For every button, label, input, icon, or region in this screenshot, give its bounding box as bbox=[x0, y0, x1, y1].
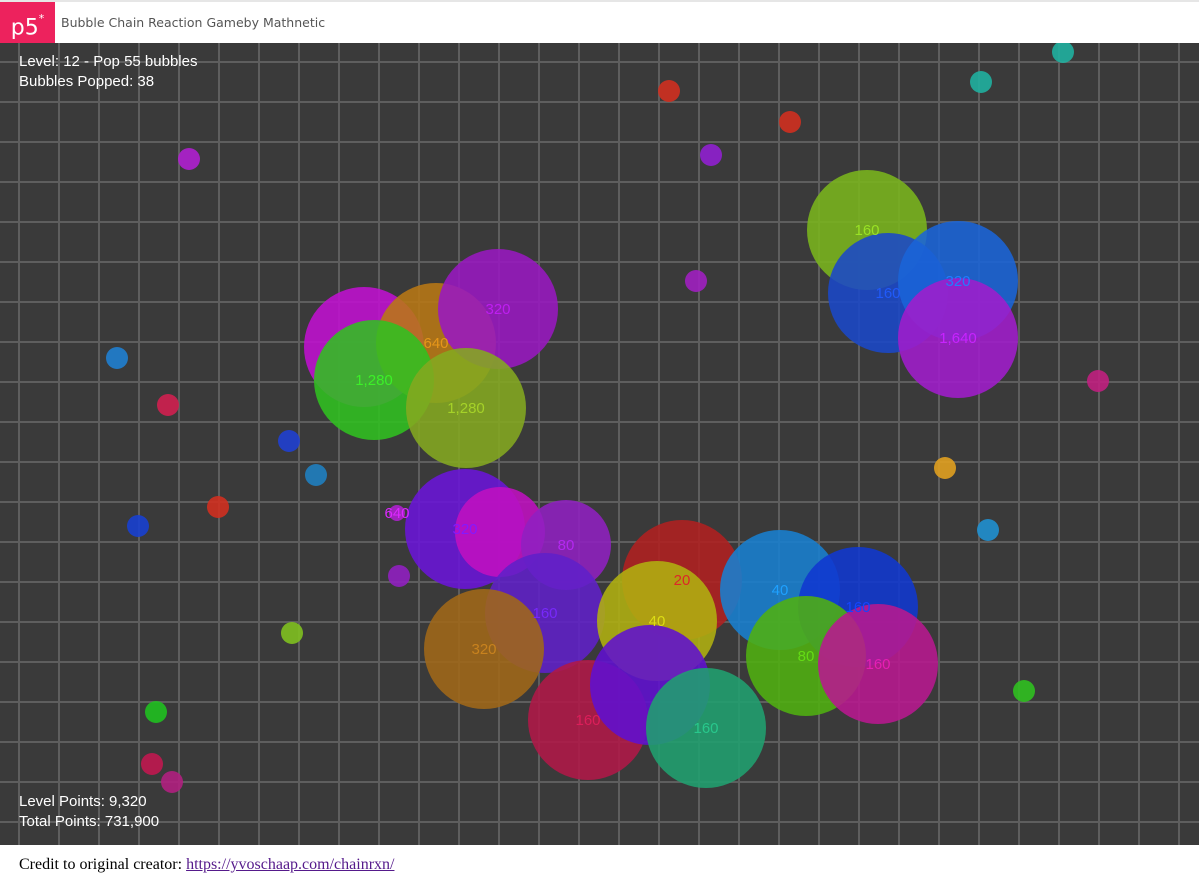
floating-bubble bbox=[779, 111, 801, 133]
floating-bubble bbox=[700, 144, 722, 166]
floating-bubble bbox=[305, 464, 327, 486]
bubble-score-label: 40 bbox=[649, 613, 666, 630]
floating-bubble bbox=[161, 771, 183, 793]
expanded-bubble bbox=[389, 505, 405, 521]
bubble-score-label: 160 bbox=[845, 599, 870, 616]
logo-mark: * bbox=[38, 12, 45, 25]
bubble-score-label: 160 bbox=[693, 720, 718, 737]
bubble-score-label: 80 bbox=[558, 537, 575, 554]
original-creator-link[interactable]: https://yvoschaap.com/chainrxn/ bbox=[186, 856, 395, 873]
level-text: Level: 12 - Pop 55 bubbles bbox=[19, 53, 198, 70]
floating-bubble bbox=[1052, 43, 1074, 63]
floating-bubble bbox=[281, 622, 303, 644]
bubble-score-label: 1,280 bbox=[447, 400, 485, 417]
bubble-score-label: 160 bbox=[575, 712, 600, 729]
header: p5* Bubble Chain Reaction Gameby Mathnet… bbox=[0, 0, 1199, 45]
bubble-score-label: 320 bbox=[485, 301, 510, 318]
expanded-bubble bbox=[438, 249, 558, 369]
bubbles-popped-text: Bubbles Popped: 38 bbox=[19, 73, 155, 90]
floating-bubble bbox=[145, 701, 167, 723]
floating-bubble bbox=[141, 753, 163, 775]
floating-bubble bbox=[658, 80, 680, 102]
floating-bubble bbox=[977, 519, 999, 541]
bubble-score-label: 320 bbox=[471, 641, 496, 658]
bubble-score-label: 160 bbox=[865, 656, 890, 673]
floating-bubble bbox=[1013, 680, 1035, 702]
floating-bubble bbox=[127, 515, 149, 537]
bubble-score-label: 80 bbox=[798, 648, 815, 665]
expanded-bubble bbox=[424, 589, 544, 709]
expanded-bubble bbox=[646, 668, 766, 788]
bubble-score-label: 40 bbox=[772, 582, 789, 599]
bubble-score-label: 1,280 bbox=[355, 372, 393, 389]
floating-bubble bbox=[207, 496, 229, 518]
p5-logo[interactable]: p5* bbox=[0, 2, 55, 45]
bubble-score-label: 160 bbox=[875, 285, 900, 302]
bubble-score-label: 640 bbox=[384, 505, 409, 522]
sketch-title: Bubble Chain Reaction Gameby Mathnetic bbox=[61, 15, 326, 30]
total-points-text: Total Points: 731,900 bbox=[19, 813, 160, 830]
expanded-bubble bbox=[406, 348, 526, 468]
floating-bubble bbox=[388, 565, 410, 587]
game-canvas[interactable]: 160 160 320 1,640 640 320 1,280 1,280 320 80 160 32… bbox=[0, 43, 1199, 845]
game-board[interactable]: 160 160 320 1,640 640 320 1,280 1,280 320 80 160 32… bbox=[0, 43, 1199, 845]
floating-bubble bbox=[934, 457, 956, 479]
floating-bubble bbox=[970, 71, 992, 93]
bubble-score-label: 320 bbox=[945, 273, 970, 290]
expanded-bubble bbox=[898, 278, 1018, 398]
floating-bubble bbox=[157, 394, 179, 416]
credit-text: Credit to original creator: bbox=[19, 856, 187, 873]
floating-bubble bbox=[685, 270, 707, 292]
floating-bubble bbox=[278, 430, 300, 452]
floating-bubble bbox=[106, 347, 128, 369]
bubble-score-label: 320 bbox=[452, 521, 477, 538]
bubble-score-label: 20 bbox=[674, 572, 691, 589]
bubble-score-label: 160 bbox=[854, 222, 879, 239]
bubble-score-label: 1,640 bbox=[939, 330, 977, 347]
expanded-bubble bbox=[818, 604, 938, 724]
floating-bubble bbox=[178, 148, 200, 170]
level-points-text: Level Points: 9,320 bbox=[19, 793, 147, 810]
bubble-score-label: 640 bbox=[423, 335, 448, 352]
floating-bubble bbox=[1087, 370, 1109, 392]
footer: Credit to original creator: https://yvos… bbox=[19, 856, 394, 874]
bubble-score-label: 160 bbox=[532, 605, 557, 622]
logo-text: p5 bbox=[10, 15, 39, 41]
expanded-bubble bbox=[314, 320, 434, 440]
